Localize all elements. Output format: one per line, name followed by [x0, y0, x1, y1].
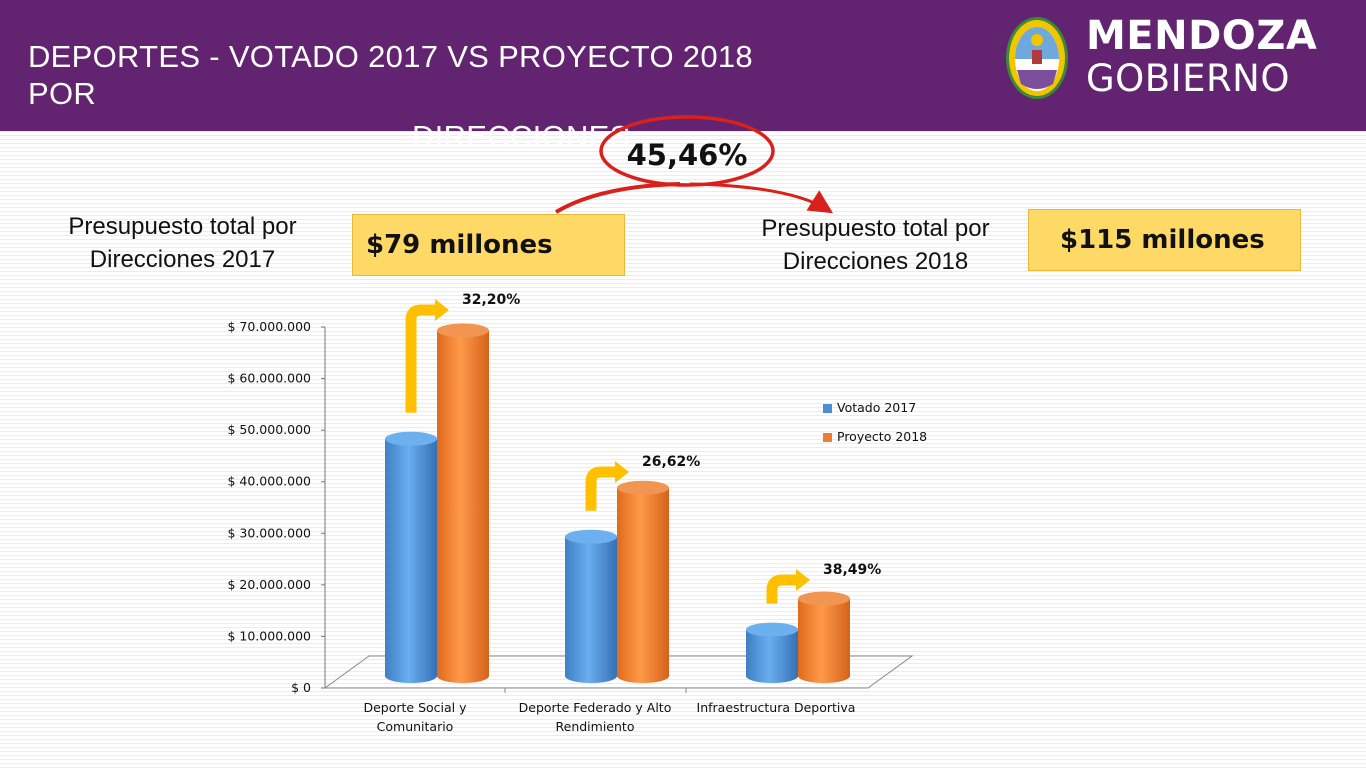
bar-votado-2017-top [385, 431, 437, 446]
x-category-label: Comunitario [377, 719, 454, 734]
legend-label: Proyecto 2018 [837, 429, 927, 444]
bar-votado-2017 [565, 536, 617, 683]
bar-votado-2017-top [565, 529, 617, 544]
legend-label: Votado 2017 [837, 400, 916, 415]
total-2018-value: $115 millones [1060, 225, 1265, 255]
label-2018-line-2: Direcciones 2018 [782, 248, 969, 275]
title-line-1: DEPORTES - VOTADO 2017 VS PROYECTO 2018 [28, 39, 753, 74]
bar-proyecto-2018-top [437, 323, 489, 338]
total-2017-box: $79 millones [352, 214, 625, 276]
bar-proyecto-2018 [617, 487, 669, 683]
growth-arrow-head [435, 299, 449, 321]
legend-swatch [823, 433, 832, 442]
growth-ellipse [599, 115, 775, 187]
bar-proyecto-2018 [437, 330, 489, 683]
logo-line-1: MENDOZA [1086, 13, 1318, 59]
growth-percent-label: 32,20% [462, 292, 520, 308]
total-2017-value: $79 millones [366, 230, 553, 260]
bar-votado-2017-top [746, 622, 798, 637]
growth-arrow-head [796, 569, 810, 591]
legend-swatch [823, 404, 832, 413]
title-line-2: POR [28, 76, 97, 111]
x-category-label: Infraestructura Deportiva [697, 700, 856, 715]
growth-percent-label: 38,49% [823, 562, 881, 578]
growth-percent-label: 26,62% [642, 454, 700, 470]
shield-emblem-icon [1006, 17, 1068, 99]
growth-arrow-right [689, 182, 834, 214]
logo: MENDOZA GOBIERNO [1086, 14, 1317, 100]
y-tick-label: $ 0 [291, 680, 311, 695]
page-title: DEPORTES - VOTADO 2017 VS PROYECTO 2018 … [28, 38, 848, 112]
x-category-label: Deporte Federado y Alto [519, 700, 672, 715]
label-2017-line-2: Direcciones 2017 [89, 246, 276, 273]
label-2017-line-1: Presupuesto total por [68, 213, 297, 240]
growth-arrow [766, 574, 796, 604]
bar-votado-2017 [385, 438, 437, 683]
y-tick-label: $ 70.000.000 [228, 319, 312, 334]
growth-arrow [405, 304, 435, 413]
y-tick-label: $ 30.000.000 [228, 525, 312, 540]
total-2018-box: $115 millones [1028, 209, 1301, 271]
bar-proyecto-2018-top [617, 480, 669, 495]
growth-arrow-left [554, 182, 681, 214]
label-2018-line-1: Presupuesto total por [761, 215, 990, 242]
y-tick-label: $ 10.000.000 [228, 628, 312, 643]
y-tick-label: $ 20.000.000 [228, 577, 312, 592]
y-tick-label: $ 40.000.000 [228, 474, 312, 489]
logo-line-2: GOBIERNO [1086, 57, 1290, 100]
label-2018: Presupuesto total por Direcciones 2018 [733, 212, 1018, 278]
growth-arrow-head [615, 461, 629, 483]
chart-floor [323, 655, 914, 689]
bar-votado-2017 [746, 629, 798, 683]
label-2017: Presupuesto total por Direcciones 2017 [40, 210, 325, 276]
x-category-label: Deporte Social y [363, 700, 467, 715]
growth-arrow [585, 466, 615, 511]
y-tick-label: $ 60.000.000 [228, 371, 312, 386]
growth-callout: 45,46% [554, 115, 834, 214]
title-line-3: DIRECCIONES [412, 119, 631, 154]
bar-proyecto-2018-top [798, 591, 850, 606]
x-category-label: Rendimiento [556, 719, 635, 734]
bar-proyecto-2018 [798, 598, 850, 683]
header-bar [0, 0, 1366, 131]
y-tick-label: $ 50.000.000 [228, 422, 312, 437]
growth-label: 45,46% [627, 138, 748, 172]
